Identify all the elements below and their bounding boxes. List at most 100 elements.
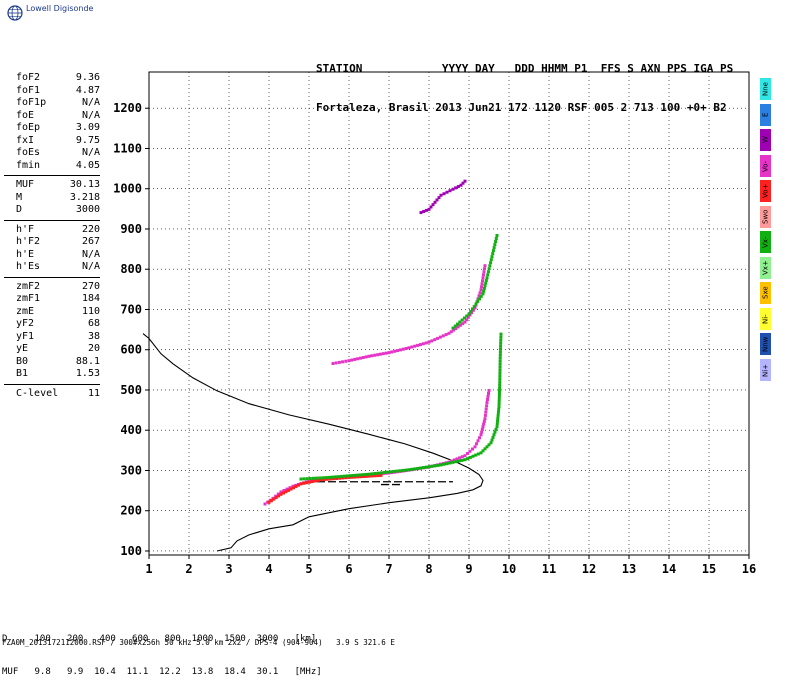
echo-point [463, 179, 467, 183]
echo-point [461, 181, 465, 185]
echo-point [390, 350, 394, 354]
parameter-name: yF1 [16, 330, 35, 342]
echo-point [494, 240, 498, 244]
parameter-name: B0 [16, 355, 29, 367]
echo-point [497, 396, 501, 400]
parameter-value: 220 [81, 223, 100, 235]
parameter-row: h'F 220 [4, 224, 100, 237]
x-tick-label: 9 [465, 562, 472, 576]
echo-point [433, 338, 437, 342]
y-tick-label: 200 [120, 504, 142, 518]
parameter-row: h'F2 267 [4, 236, 100, 249]
echo-point [384, 351, 388, 355]
echo-point [495, 422, 499, 426]
echo-point [474, 453, 478, 457]
echo-point [494, 427, 498, 431]
echo-point [481, 292, 485, 296]
echo-point [436, 336, 440, 340]
echo-point [367, 474, 371, 478]
echo-point [302, 477, 306, 481]
echo-point [480, 427, 484, 431]
echo-point [381, 352, 385, 356]
echo-point [439, 463, 443, 467]
parameter-name: MUF [16, 179, 35, 190]
echo-point [483, 447, 487, 451]
echo-point [430, 464, 434, 468]
echo-point [302, 481, 306, 485]
parameter-name: foE [16, 109, 35, 121]
echo-point [433, 200, 437, 204]
echo-point [483, 284, 487, 288]
echo-point [392, 469, 396, 473]
echo-point [451, 460, 455, 464]
echo-point [461, 322, 465, 326]
echo-point [424, 341, 428, 345]
echo-point [497, 399, 501, 403]
parameter-name: h'E [16, 248, 35, 260]
parameter-row: B0 88.1 [4, 356, 100, 369]
echo-point [491, 249, 495, 253]
parameter-name: fxI [16, 134, 35, 146]
echo-point [361, 356, 365, 360]
echo-point [478, 436, 481, 440]
echo-point [497, 393, 501, 396]
echo-point [272, 497, 276, 501]
echo-point [460, 458, 464, 462]
echo-point [456, 322, 460, 326]
echo-point [308, 480, 312, 484]
echo-point [263, 502, 267, 506]
parameter-value: 3.218 [69, 191, 100, 203]
parameter-name: D [16, 204, 23, 215]
echo-point [467, 312, 471, 316]
parameter-row: B1 1.53 [4, 368, 100, 381]
echo-point [321, 476, 325, 480]
echo-point [305, 481, 309, 485]
parameter-row: zmF2 270 [4, 281, 100, 294]
parameter-name: yF2 [16, 318, 35, 329]
parameter-name: foF1p [16, 97, 47, 108]
echo-point [355, 473, 359, 477]
echo-point [336, 475, 340, 479]
echo-point [485, 276, 489, 280]
echo-point [478, 297, 481, 301]
echo-point [495, 234, 499, 238]
parameter-value: 30.13 [69, 179, 100, 190]
echo-point [356, 475, 360, 479]
echo-point [349, 474, 353, 478]
echo-point [439, 193, 443, 197]
echo-point [364, 472, 368, 476]
echo-point [416, 466, 420, 470]
echo-point [476, 452, 480, 456]
ionogram-chart: 1 2 3 4 5 6 7 8 9 10 11 12 13 14 15 1610020030040050060… [113, 71, 756, 576]
echo-point [313, 479, 317, 483]
echo-point [422, 209, 426, 213]
echo-point [331, 362, 335, 366]
echo-point [483, 417, 487, 421]
logo: Lowell Digisonde [4, 2, 144, 24]
echo-point [474, 302, 478, 306]
echo-point [482, 287, 486, 291]
echo-point [359, 475, 363, 479]
echo-point [448, 461, 452, 465]
legend-item: Vo+ [760, 180, 771, 202]
echo-point [430, 339, 434, 343]
x-tick-label: 4 [265, 562, 272, 576]
echo-point [289, 487, 293, 491]
echo-point [427, 465, 431, 469]
muf-table: D 100 200 400 600 800 1000 1500 3000 [km… [2, 612, 322, 689]
x-tick-label: 2 [185, 562, 192, 576]
parameter-separator [4, 219, 100, 221]
echo-point [492, 433, 496, 437]
echo-point [424, 465, 428, 469]
echo-point [344, 359, 348, 363]
echo-point [465, 314, 469, 318]
x-tick-label: 12 [582, 562, 596, 576]
x-tick-label: 13 [622, 562, 636, 576]
x-tick-label: 1 [145, 562, 152, 576]
echo-point [499, 347, 502, 351]
echo-point [477, 294, 481, 298]
echo-point [479, 288, 483, 292]
parameter-row: zmF1 184 [4, 293, 100, 306]
parameter-name: fmin [16, 159, 41, 171]
echo-point [465, 318, 469, 322]
